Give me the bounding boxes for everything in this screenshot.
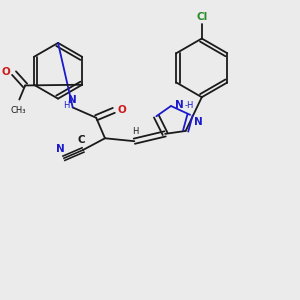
Text: N: N bbox=[56, 143, 65, 154]
Text: H: H bbox=[63, 101, 70, 110]
Text: H: H bbox=[133, 127, 139, 136]
Text: N: N bbox=[176, 100, 184, 110]
Text: O: O bbox=[2, 67, 11, 77]
Text: CH₃: CH₃ bbox=[10, 106, 26, 115]
Text: N: N bbox=[68, 95, 77, 105]
Text: O: O bbox=[117, 104, 126, 115]
Text: N: N bbox=[194, 117, 202, 127]
Text: Cl: Cl bbox=[196, 12, 207, 22]
Text: -H: -H bbox=[184, 101, 194, 110]
Text: C: C bbox=[78, 135, 85, 145]
